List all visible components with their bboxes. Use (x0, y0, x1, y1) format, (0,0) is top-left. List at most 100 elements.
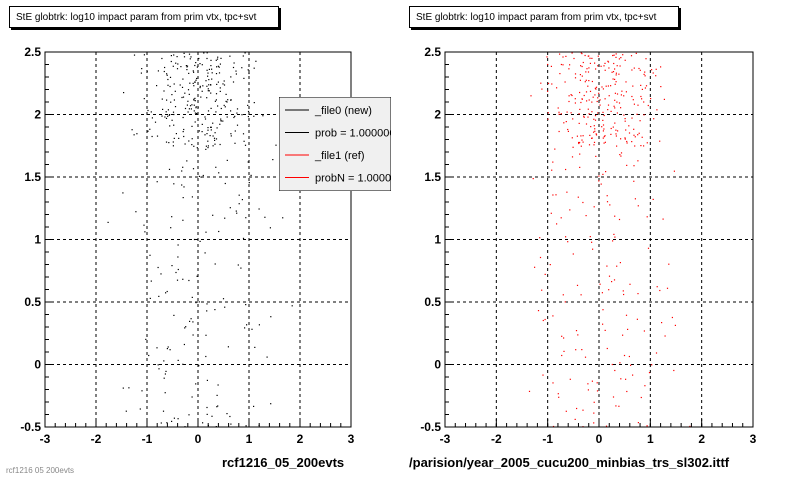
scatter-point (614, 107, 616, 109)
scatter-point (224, 106, 226, 108)
scatter-point (163, 70, 165, 73)
scatter-point (206, 57, 208, 60)
scatter-point (578, 142, 580, 145)
y-tick-label: 1.5 (424, 170, 441, 184)
scatter-point (211, 415, 213, 417)
scatter-point (563, 122, 565, 124)
scatter-point (544, 273, 546, 275)
scatter-point (173, 124, 175, 126)
scatter-point (202, 85, 204, 87)
scatter-point (602, 111, 604, 113)
scatter-point (183, 135, 185, 138)
scatter-point (177, 256, 179, 258)
scatter-point (551, 83, 553, 85)
scatter-point (107, 221, 109, 223)
scatter-point (595, 155, 597, 157)
scatter-point (565, 410, 567, 412)
scatter-point (214, 309, 216, 311)
scatter-point (623, 354, 626, 357)
scatter-point (591, 380, 593, 382)
scatter-point (205, 80, 207, 82)
scatter-point (623, 293, 625, 296)
scatter-point (164, 373, 166, 375)
scatter-point (188, 140, 190, 142)
scatter-point (579, 108, 581, 110)
scatter-point (204, 118, 207, 120)
scatter-point (594, 62, 596, 64)
scatter-point (601, 292, 603, 294)
scatter-point (205, 231, 207, 233)
scatter-point (579, 79, 581, 81)
scatter-point (606, 195, 608, 197)
scatter-point (241, 67, 243, 69)
scatter-point (576, 284, 579, 286)
scatter-point (217, 384, 219, 386)
scatter-point (193, 145, 195, 147)
scatter-point (177, 63, 179, 65)
scatter-point (168, 114, 170, 116)
scatter-point (643, 101, 645, 103)
scatter-point (641, 88, 643, 90)
scatter-point (565, 168, 567, 171)
scatter-point (160, 273, 162, 275)
scatter-point (589, 62, 591, 64)
scatter-point (618, 405, 620, 407)
scatter-point (647, 104, 649, 107)
scatter-point (644, 87, 646, 89)
scatter-point (599, 104, 601, 106)
x-tick-label: 1 (246, 432, 253, 446)
scatter-point (173, 314, 175, 316)
scatter-point (572, 253, 574, 255)
scatter-point (205, 334, 207, 336)
scatter-point (236, 112, 238, 114)
scatter-point (561, 335, 563, 337)
scatter-point (190, 318, 192, 320)
x-axis-caption-right: parision/year_2005_cucu200_minbias_trs_s… (409, 455, 730, 470)
scatter-point (558, 113, 560, 115)
scatter-point (148, 354, 150, 357)
scatter-point (604, 62, 606, 64)
scatter-point (565, 121, 567, 123)
y-tick-label: 0.5 (24, 295, 41, 309)
scatter-point (572, 146, 574, 148)
scatter-point (139, 408, 141, 410)
scatter-point (629, 283, 631, 285)
scatter-point (186, 65, 189, 67)
scatter-point (569, 378, 571, 380)
scatter-point (253, 405, 255, 407)
scatter-point (631, 95, 633, 98)
scatter-point (611, 71, 613, 73)
scatter-point (544, 318, 546, 321)
scatter-point (184, 327, 186, 329)
scatter-point (646, 216, 648, 218)
scatter-point (626, 142, 628, 144)
scatter-point (173, 137, 175, 139)
scatter-point (245, 304, 247, 306)
scatter-point (156, 85, 158, 87)
scatter-point (592, 96, 594, 98)
scatter-point (196, 77, 198, 80)
scatter-point (250, 174, 252, 176)
scatter-point (173, 183, 175, 185)
scatter-point (248, 182, 250, 184)
scatter-point (573, 57, 575, 60)
scatter-point (541, 88, 543, 90)
scatter-point (640, 84, 642, 86)
scatter-point (149, 254, 151, 256)
scatter-point (659, 140, 661, 142)
scatter-point (607, 109, 609, 111)
scatter-point (203, 52, 205, 54)
scatter-point (660, 86, 662, 88)
scatter-point (206, 133, 208, 135)
scatter-point (201, 64, 203, 66)
scatter-point (178, 137, 180, 139)
scatter-point (242, 55, 244, 57)
scatter-point (589, 57, 591, 59)
scatter-point (282, 217, 284, 219)
scatter-point (613, 62, 615, 65)
scatter-point (224, 306, 226, 308)
scatter-point (206, 406, 208, 409)
scatter-point (598, 175, 600, 177)
scatter-point (217, 405, 219, 407)
scatter-point (208, 68, 210, 70)
